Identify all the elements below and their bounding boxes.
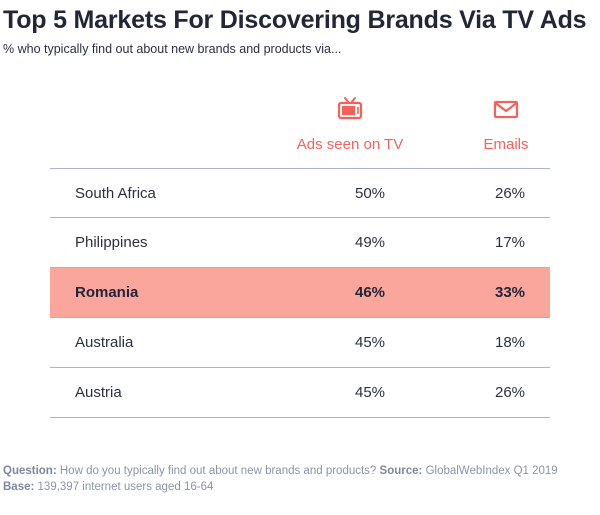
tv-value-cell: 49% bbox=[354, 234, 386, 251]
tv-value-cell: 46% bbox=[354, 284, 386, 301]
footer-question-line: Question: How do you typically find out … bbox=[3, 463, 558, 479]
tv-value-cell: 45% bbox=[354, 334, 386, 351]
email-value-cell: 17% bbox=[494, 234, 526, 251]
column-header-email: Emails bbox=[446, 96, 566, 153]
country-cell: South Africa bbox=[75, 185, 156, 202]
column-header-tv: Ads seen on TV bbox=[270, 96, 430, 153]
column-header-tv-label: Ads seen on TV bbox=[296, 136, 404, 153]
email-value-cell: 26% bbox=[494, 384, 526, 401]
country-cell: Austria bbox=[75, 384, 122, 401]
base-text: 139,397 internet users aged 16-64 bbox=[37, 481, 214, 493]
source-label: Source: bbox=[379, 465, 423, 477]
country-cell: Philippines bbox=[75, 234, 148, 251]
question-label: Question: bbox=[3, 465, 57, 477]
tv-value-cell: 45% bbox=[354, 384, 386, 401]
email-value-cell: 26% bbox=[494, 185, 526, 202]
footer-notes: Question: How do you typically find out … bbox=[3, 463, 558, 495]
column-header-email-label: Emails bbox=[483, 136, 529, 153]
envelope-icon bbox=[493, 100, 519, 119]
email-value-cell: 33% bbox=[494, 284, 526, 301]
base-label: Base: bbox=[3, 481, 35, 493]
question-text: How do you typically find out about new … bbox=[59, 465, 377, 477]
chart-title: Top 5 Markets For Discovering Brands Via… bbox=[3, 6, 587, 34]
table-row: Romania 46% 33% bbox=[50, 268, 550, 318]
tv-value-cell: 50% bbox=[354, 185, 386, 202]
table-row: South Africa 50% 26% bbox=[50, 168, 550, 218]
source-text: GlobalWebIndex Q1 2019 bbox=[425, 465, 558, 477]
footer-base-line: Base: 139,397 internet users aged 16-64 bbox=[3, 479, 558, 495]
chart-subtitle: % who typically find out about new brand… bbox=[3, 42, 342, 56]
email-value-cell: 18% bbox=[494, 334, 526, 351]
table-row: Austria 45% 26% bbox=[50, 368, 550, 418]
country-cell: Romania bbox=[75, 284, 139, 301]
country-cell: Australia bbox=[75, 334, 134, 351]
table-row: Australia 45% 18% bbox=[50, 318, 550, 368]
tv-icon bbox=[337, 97, 363, 120]
data-table: South Africa 50% 26% Philippines 49% 17% Roman… bbox=[50, 168, 550, 418]
table-row: Philippines 49% 17% bbox=[50, 218, 550, 268]
